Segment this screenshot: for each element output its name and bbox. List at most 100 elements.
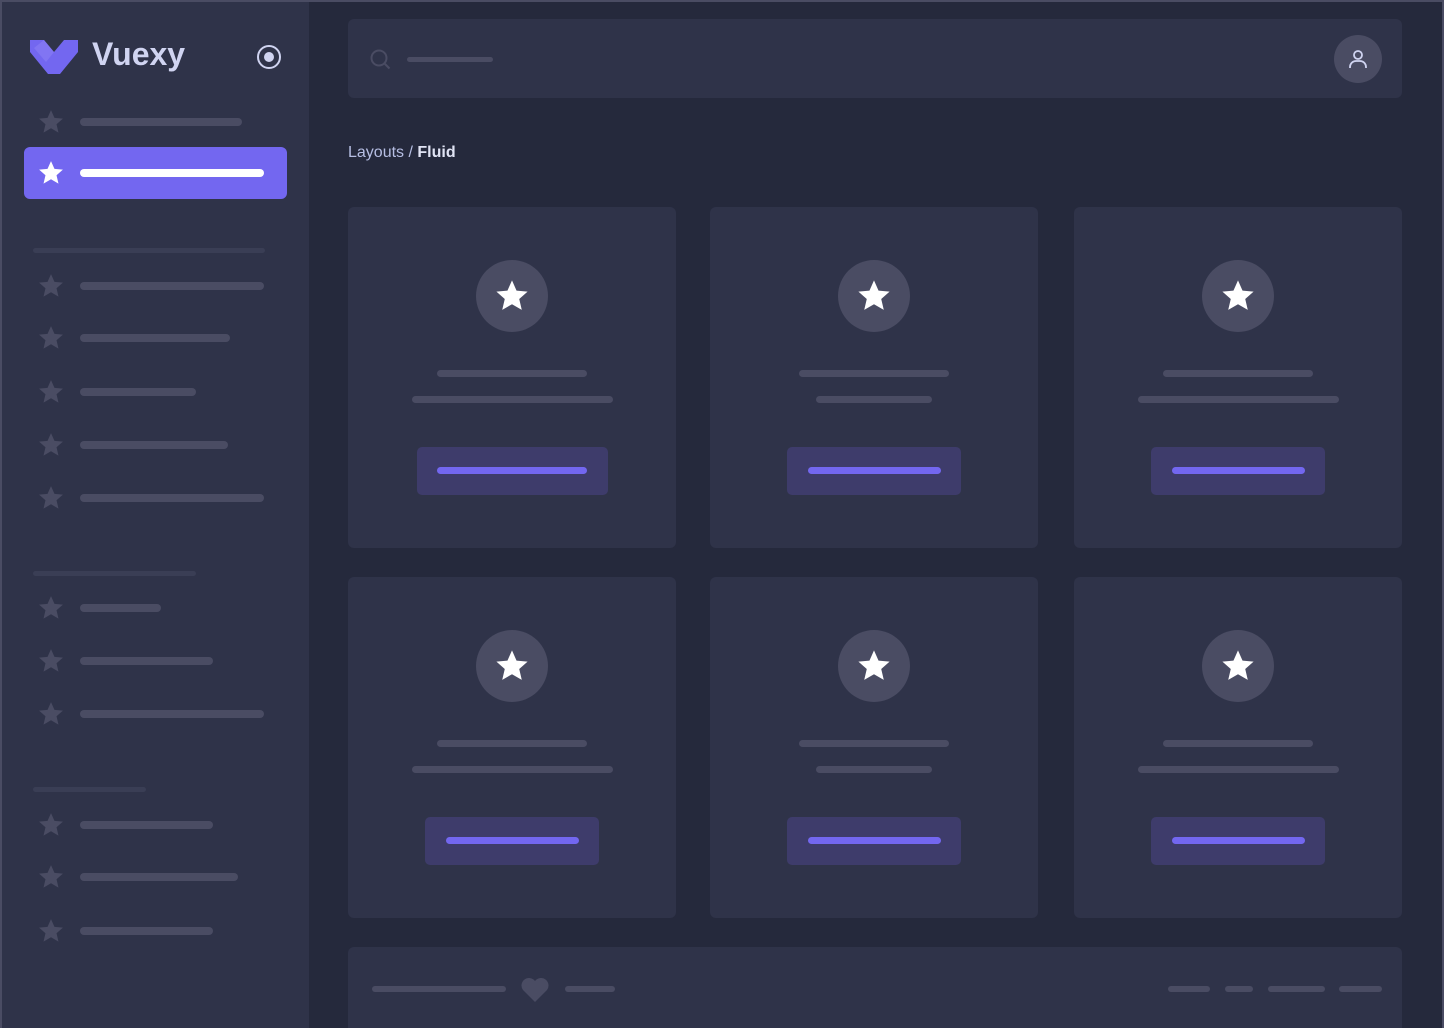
star-icon bbox=[496, 650, 528, 680]
star-icon bbox=[1222, 280, 1254, 310]
star-icon bbox=[39, 596, 63, 619]
star-icon bbox=[39, 161, 63, 184]
sidebar-nav-item[interactable] bbox=[24, 635, 287, 687]
sidebar-nav-item[interactable] bbox=[24, 312, 287, 364]
sidebar-nav-item[interactable] bbox=[24, 147, 287, 199]
card-button-label bbox=[445, 837, 579, 844]
card-icon-circle bbox=[838, 260, 910, 332]
card-button[interactable] bbox=[787, 817, 961, 865]
star-icon bbox=[496, 280, 528, 310]
nav-item-label bbox=[80, 441, 228, 449]
card-icon-circle bbox=[1202, 260, 1274, 332]
card-icon-circle bbox=[1202, 630, 1274, 702]
card-button[interactable] bbox=[425, 817, 599, 865]
star-icon bbox=[858, 650, 890, 680]
breadcrumb-parent[interactable]: Layouts bbox=[348, 144, 405, 161]
card-title bbox=[437, 740, 587, 747]
card-title bbox=[437, 370, 587, 377]
star-icon bbox=[1222, 650, 1254, 680]
card-title bbox=[1163, 370, 1313, 377]
search-icon[interactable] bbox=[370, 49, 392, 71]
nav-item-label bbox=[80, 604, 161, 612]
card-title bbox=[799, 740, 949, 747]
search-input[interactable] bbox=[407, 57, 493, 62]
breadcrumb-current: Fluid bbox=[417, 144, 456, 161]
card-button-label bbox=[437, 467, 587, 474]
card bbox=[710, 207, 1038, 548]
heart-icon bbox=[521, 978, 549, 1002]
card-button-label bbox=[807, 837, 941, 844]
nav-item-label bbox=[80, 710, 264, 718]
card bbox=[710, 577, 1038, 918]
card-button-label bbox=[1171, 467, 1305, 474]
brand-name: Vuexy bbox=[92, 36, 186, 72]
star-icon bbox=[858, 280, 890, 310]
card-text bbox=[1137, 766, 1339, 773]
card-text bbox=[411, 396, 613, 403]
nav-item-label bbox=[80, 388, 196, 396]
card-button[interactable] bbox=[1151, 447, 1325, 495]
top-navbar bbox=[348, 19, 1402, 98]
star-icon bbox=[39, 110, 63, 133]
sidebar-nav-item[interactable] bbox=[24, 851, 287, 903]
card bbox=[1074, 207, 1402, 548]
footer-link[interactable] bbox=[1268, 986, 1325, 992]
card-button[interactable] bbox=[787, 447, 961, 495]
sidebar-nav-item[interactable] bbox=[24, 472, 287, 524]
sidebar-nav-item[interactable] bbox=[24, 260, 287, 312]
nav-item-label bbox=[80, 282, 264, 290]
sidebar-toggle-radio-icon[interactable] bbox=[257, 45, 281, 69]
card-title bbox=[1163, 740, 1313, 747]
card-icon-circle bbox=[476, 260, 548, 332]
nav-item-label bbox=[80, 657, 213, 665]
sidebar-nav-item[interactable] bbox=[24, 419, 287, 471]
user-icon bbox=[1349, 50, 1367, 68]
breadcrumb: Layouts / Fluid bbox=[348, 144, 456, 162]
vuexy-logo bbox=[30, 40, 78, 74]
user-avatar[interactable] bbox=[1334, 35, 1382, 83]
nav-section-header bbox=[33, 571, 196, 576]
footer-link[interactable] bbox=[1225, 986, 1253, 992]
sidebar-nav-item[interactable] bbox=[24, 905, 287, 957]
card-text bbox=[1137, 396, 1339, 403]
card-text bbox=[411, 766, 613, 773]
star-icon bbox=[39, 274, 63, 297]
star-icon bbox=[39, 865, 63, 888]
nav-section-header bbox=[33, 248, 265, 253]
footer-text bbox=[565, 986, 615, 992]
card-button[interactable] bbox=[416, 447, 608, 495]
footer-link[interactable] bbox=[1339, 986, 1382, 992]
card-button-label bbox=[807, 467, 941, 474]
nav-item-label bbox=[80, 118, 242, 126]
star-icon bbox=[39, 649, 63, 672]
sidebar-nav-item[interactable] bbox=[24, 96, 287, 148]
card bbox=[348, 577, 676, 918]
star-icon bbox=[39, 702, 63, 725]
breadcrumb-separator: / bbox=[404, 144, 418, 161]
star-icon bbox=[39, 813, 63, 836]
card-button-label bbox=[1171, 837, 1305, 844]
footer-text bbox=[372, 986, 506, 992]
card-title bbox=[799, 370, 949, 377]
card bbox=[1074, 577, 1402, 918]
star-icon bbox=[39, 380, 63, 403]
sidebar-nav-item[interactable] bbox=[24, 799, 287, 851]
nav-item-label bbox=[80, 873, 238, 881]
sidebar-nav-item[interactable] bbox=[24, 366, 287, 418]
star-icon bbox=[39, 486, 63, 509]
star-icon bbox=[39, 433, 63, 456]
sidebar-nav-item[interactable] bbox=[24, 688, 287, 740]
card-button[interactable] bbox=[1151, 817, 1325, 865]
star-icon bbox=[39, 919, 63, 942]
nav-item-label bbox=[80, 334, 230, 342]
nav-section-header bbox=[33, 787, 146, 792]
footer-link[interactable] bbox=[1168, 986, 1210, 992]
sidebar-nav-item[interactable] bbox=[24, 582, 287, 634]
nav-item-label bbox=[80, 927, 213, 935]
nav-item-label bbox=[80, 169, 264, 177]
card-icon-circle bbox=[838, 630, 910, 702]
card bbox=[348, 207, 676, 548]
card-icon-circle bbox=[476, 630, 548, 702]
card-text bbox=[816, 766, 932, 773]
